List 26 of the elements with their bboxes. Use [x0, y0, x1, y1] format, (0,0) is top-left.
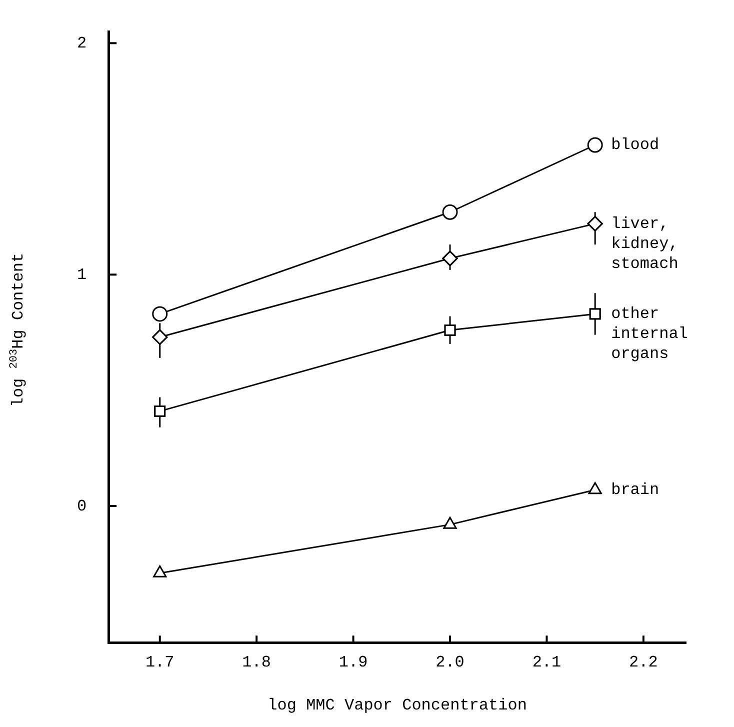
point — [154, 405, 166, 417]
point — [587, 216, 603, 232]
point — [442, 250, 458, 266]
x-tick-label: 2.2 — [629, 653, 658, 672]
y-tick-label: 0 — [76, 497, 87, 516]
x-tick-label: 2.1 — [532, 653, 562, 672]
series-label: other internal organs — [611, 305, 688, 364]
point — [589, 308, 601, 320]
series-label: brain — [611, 481, 660, 500]
y-tick-label: 2 — [76, 34, 87, 52]
y-tick-label: 1 — [76, 266, 87, 284]
x-tick-label: 2.0 — [436, 653, 464, 672]
point — [444, 324, 456, 336]
x-axis-title: log MMC Vapor Concentration — [268, 696, 527, 715]
point — [442, 204, 458, 220]
point — [153, 565, 167, 578]
point — [443, 516, 457, 529]
point — [152, 306, 168, 322]
x-tick-label: 1.7 — [145, 653, 174, 672]
point — [588, 482, 602, 494]
x-tick-label: 1.9 — [338, 653, 368, 672]
series-label: liver, kidney, stomach — [611, 214, 678, 273]
x-tick-label: 1.8 — [242, 653, 271, 672]
series-label: blood — [611, 136, 660, 154]
point — [587, 137, 603, 153]
point — [152, 329, 168, 345]
